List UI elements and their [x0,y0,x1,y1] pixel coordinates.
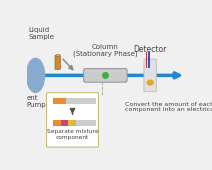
FancyBboxPatch shape [144,59,156,92]
Text: Detector: Detector [134,45,167,54]
Bar [76,120,95,126]
Bar [53,98,66,104]
Bar [68,120,76,126]
Text: Liquid
Sample: Liquid Sample [28,27,54,40]
Text: Column
(Stationary Phase): Column (Stationary Phase) [73,44,138,57]
Text: ent
Pump: ent Pump [27,95,46,108]
Bar [146,52,147,67]
FancyBboxPatch shape [47,93,98,147]
Text: Separate mixture
component: Separate mixture component [47,129,98,140]
FancyBboxPatch shape [84,69,127,82]
FancyBboxPatch shape [55,55,60,69]
Text: Convert the amount of each
component into an electrical signal: Convert the amount of each component int… [125,101,212,112]
Bar [148,52,150,67]
Bar [53,120,61,126]
Circle shape [147,80,153,85]
Bar [56,54,59,56]
Ellipse shape [26,58,45,92]
Bar [66,98,95,104]
Bar [61,120,68,126]
